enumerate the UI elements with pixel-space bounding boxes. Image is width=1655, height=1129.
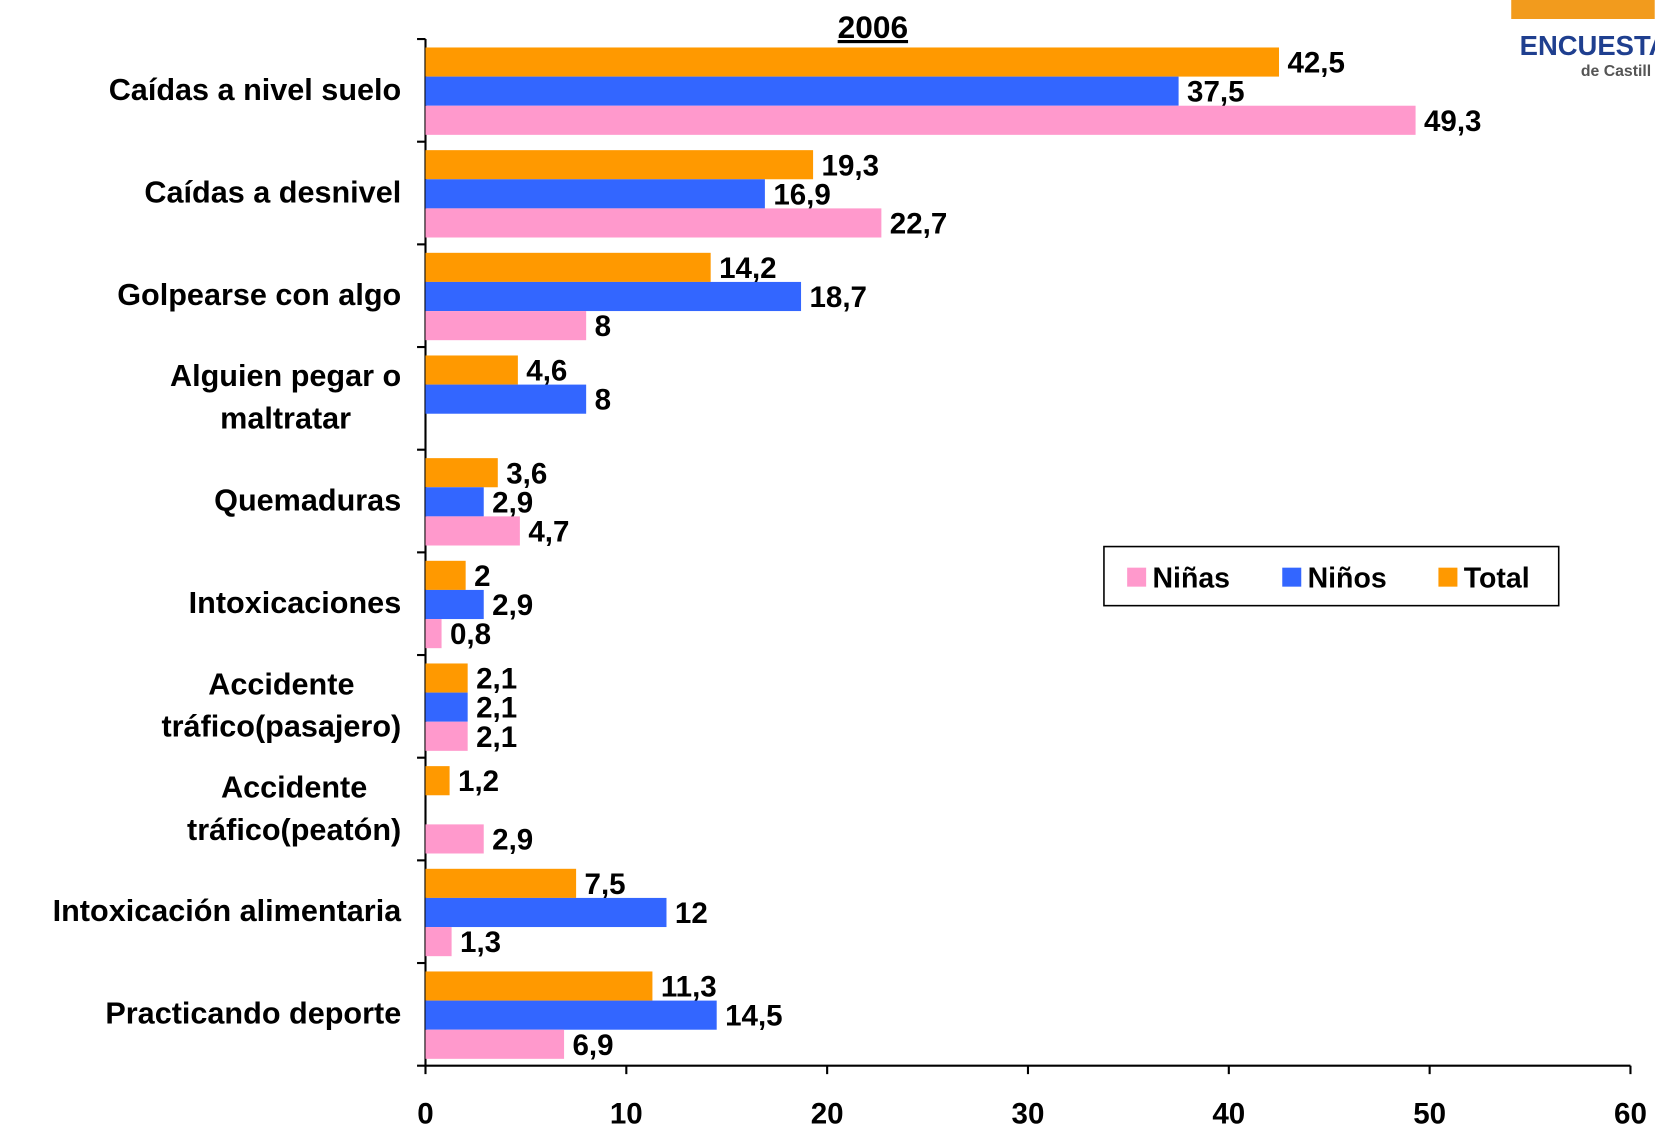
bar [425,619,442,649]
bar [425,766,450,796]
bar [425,589,484,620]
legend-label: Total [1464,563,1530,595]
value-label: 14,2 [719,252,776,285]
category-label: Intoxicaciones [188,586,402,621]
category-label-box: Caídas a desnivel [144,175,402,210]
category-label: Accidente tráfico(pasajero) [161,668,402,745]
legend-label: Niñas [1152,563,1230,595]
bar [425,281,802,312]
category-label-box: Intoxicación alimentaria [52,894,402,929]
category-label: Intoxicación alimentaria [52,894,402,929]
x-tick-label: 10 [610,1098,643,1129]
legend-swatch [1438,567,1458,587]
value-label: 8 [595,310,611,343]
bar [425,560,466,590]
value-label: 22,7 [890,208,947,241]
x-tick-label: 0 [417,1098,433,1129]
value-label: 7,5 [585,868,626,901]
bar [425,252,711,282]
logo-subtext: de Castill [1581,63,1651,80]
value-label: 16,9 [773,178,830,211]
logo-text: ENCUESTA D [1520,30,1655,61]
x-tick-label: 30 [1012,1098,1045,1129]
value-label: 2,9 [492,823,533,856]
category-label-box: Alguien pegar o maltratar [169,360,402,437]
value-label: 12 [675,897,708,930]
x-tick-label: 60 [1614,1098,1647,1129]
legend-swatch [1127,567,1147,587]
category-label: Caídas a nivel suelo [108,73,402,108]
category-label-box: Quemaduras [214,483,402,518]
bar [425,692,468,722]
category-label: Caídas a desnivel [144,175,402,210]
bar [425,105,1416,135]
value-label: 11,3 [661,971,717,1004]
bar [425,663,468,693]
chart-title: 2006 [838,9,908,45]
value-label: 2,9 [492,589,533,622]
value-label: 49,3 [1424,105,1481,138]
value-label: 2,1 [476,692,517,725]
bar [425,311,587,341]
category-label-box: Intoxicaciones [188,586,402,621]
category-label: Quemaduras [214,483,402,518]
bar [425,355,518,385]
value-label: 2 [474,560,490,593]
category-label-box: Accidente tráfico(peatón) [187,770,402,847]
value-label: 18,7 [809,281,866,314]
x-tick-label: 40 [1212,1098,1245,1129]
bar [425,458,498,488]
logo-shape [1511,0,1655,19]
bar [425,179,765,209]
category-label: Golpearse con algo [117,278,402,313]
value-label: 0,8 [450,618,491,651]
value-label: 3,6 [506,457,547,490]
bar [425,971,653,1001]
category-label: Accidente tráfico(peatón) [187,770,402,847]
bar [425,868,577,898]
bar [425,150,814,180]
category-label-box: Caídas a nivel suelo [108,73,402,108]
legend-box [1103,545,1560,607]
category-label: Alguien pegar o maltratar [169,360,402,437]
bar [425,1029,565,1059]
category-label: Practicando deporte [105,997,402,1032]
value-label: 2,9 [492,486,533,519]
value-label: 37,5 [1187,76,1244,109]
bar [425,76,1179,106]
legend-label: Niños [1308,563,1387,595]
value-label: 1,3 [460,926,501,959]
value-label: 6,9 [573,1029,614,1062]
value-label: 2,1 [476,663,517,696]
value-label: 2,1 [476,721,517,754]
value-label: 8 [595,384,611,417]
bar [425,47,1280,77]
category-label-box: Golpearse con algo [117,278,402,313]
bar [425,516,520,546]
bar [425,927,452,957]
value-label: 4,6 [526,355,567,388]
x-tick-label: 50 [1413,1098,1446,1129]
bar [425,487,484,517]
bar [425,1000,717,1030]
category-label-box: Practicando deporte [105,997,402,1032]
category-label-box: Accidente tráfico(pasajero) [161,668,402,745]
bar [425,897,667,928]
value-label: 19,3 [822,149,879,182]
value-label: 42,5 [1287,47,1344,80]
bar [425,824,484,854]
value-label: 4,7 [528,515,569,548]
bar [425,384,587,414]
value-label: 1,2 [458,765,499,798]
legend-swatch [1282,567,1302,587]
bar [425,208,882,238]
value-label: 14,5 [725,1000,782,1033]
bar [425,721,468,751]
x-tick-label: 20 [811,1098,844,1129]
